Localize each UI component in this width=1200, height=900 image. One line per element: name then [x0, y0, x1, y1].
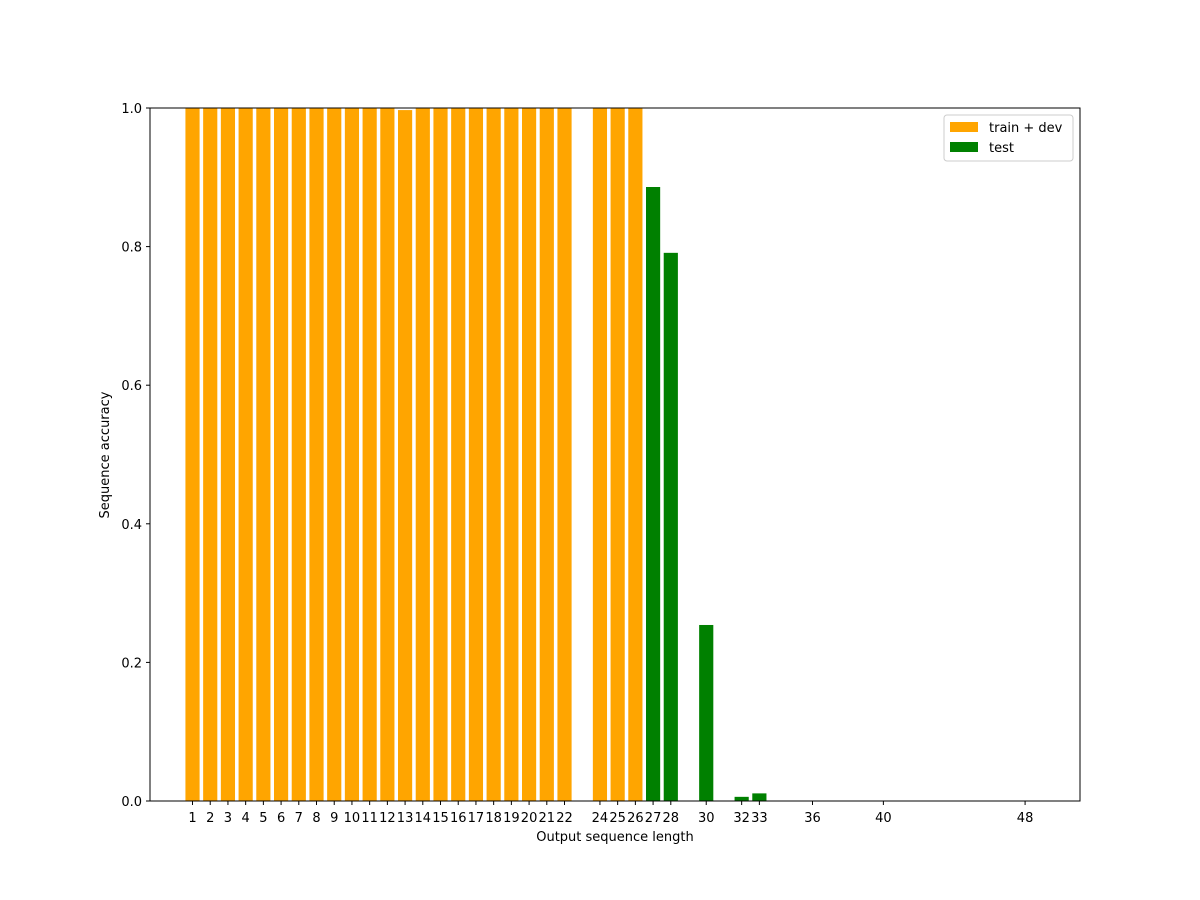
bar-test-27: [646, 187, 661, 801]
y-tick-label-0.2: 0.2: [121, 656, 142, 671]
x-tick-label-12: 12: [379, 811, 396, 826]
bar-train-dev-2: [203, 108, 218, 801]
x-tick-label-15: 15: [432, 811, 449, 826]
x-tick-label-17: 17: [468, 811, 485, 826]
y-tick-label-0.0: 0.0: [121, 795, 142, 810]
x-tick-label-26: 26: [627, 811, 644, 826]
x-tick-label-6: 6: [277, 811, 285, 826]
y-axis-label: Sequence accuracy: [98, 391, 113, 518]
legend-swatch-train-dev: [950, 122, 978, 132]
y-tick-label-0.6: 0.6: [121, 379, 142, 394]
x-tick-label-2: 2: [206, 811, 214, 826]
x-tick-label-36: 36: [804, 811, 821, 826]
bar-train-dev-24: [592, 108, 608, 801]
x-axis-label: Output sequence length: [536, 830, 694, 845]
x-tick-label-11: 11: [361, 811, 378, 826]
x-tick-label-8: 8: [312, 811, 320, 826]
legend-swatch-test: [950, 142, 978, 152]
x-axis-ticks: 1 2 3 4 5 6 7 8 9 10 11 12 13 14 15 16 17 18 19 20 21 22 24 25 2…: [188, 801, 1033, 826]
x-tick-label-32: 32: [733, 811, 750, 826]
x-tick-label-18: 18: [485, 811, 502, 826]
bar-train-dev-5: [256, 108, 271, 801]
bar-train-dev-18: [486, 108, 501, 801]
bar-train-dev-10: [344, 108, 360, 801]
bar-test-30: [699, 624, 714, 801]
bar-train-dev-4: [238, 108, 253, 801]
x-tick-label-25: 25: [609, 811, 626, 826]
bar-train-dev-19: [504, 108, 519, 801]
x-tick-label-7: 7: [295, 811, 303, 826]
legend-label-test: test: [989, 141, 1014, 156]
bar-test-32: [734, 796, 749, 801]
plot-area-frame: [149, 107, 1081, 802]
bar-train-dev-8: [309, 108, 324, 801]
x-tick-label-4: 4: [242, 811, 250, 826]
bar-test-28: [663, 252, 678, 801]
x-tick-label-30: 30: [698, 811, 715, 826]
legend: train + dev test: [943, 114, 1074, 162]
bar-test-33: [752, 793, 767, 801]
bars-layer: [185, 108, 767, 802]
x-tick-label-19: 19: [503, 811, 520, 826]
x-tick-label-21: 21: [539, 811, 556, 826]
x-tick-label-16: 16: [450, 811, 467, 826]
bar-train-dev-11: [362, 108, 377, 801]
y-axis-ticks: 0.0 0.2 0.4 0.6 0.8 1.0: [121, 102, 150, 810]
bar-train-dev-12: [380, 108, 395, 801]
bar-train-dev-25: [610, 108, 625, 801]
x-tick-label-33: 33: [751, 811, 768, 826]
x-tick-label-22: 22: [556, 811, 573, 826]
x-tick-label-5: 5: [259, 811, 267, 826]
bar-train-dev-6: [274, 108, 289, 801]
x-tick-label-24: 24: [592, 811, 609, 826]
bar-train-dev-26: [628, 108, 643, 801]
bar-train-dev-14: [415, 108, 430, 801]
legend-label-train-dev: train + dev: [989, 121, 1063, 136]
x-tick-label-28: 28: [663, 811, 680, 826]
bar-train-dev-21: [539, 108, 554, 801]
x-tick-label-1: 1: [188, 811, 196, 826]
y-tick-label-0.4: 0.4: [121, 518, 142, 533]
x-tick-label-3: 3: [224, 811, 232, 826]
x-tick-label-40: 40: [875, 811, 892, 826]
y-tick-label-0.8: 0.8: [121, 241, 142, 256]
bar-train-dev-15: [433, 108, 448, 801]
x-tick-label-27: 27: [645, 811, 662, 826]
bar-train-dev-13: [398, 110, 413, 802]
bar-train-dev-7: [291, 108, 306, 801]
bar-train-dev-17: [468, 108, 484, 801]
x-tick-label-10: 10: [344, 811, 361, 826]
x-tick-label-14: 14: [415, 811, 432, 826]
y-tick-label-1.0: 1.0: [121, 102, 142, 117]
bar-train-dev-16: [451, 108, 466, 801]
x-tick-label-20: 20: [521, 811, 538, 826]
bar-train-dev-22: [557, 108, 572, 801]
x-tick-label-13: 13: [397, 811, 414, 826]
bar-train-dev-9: [327, 108, 342, 801]
x-tick-label-48: 48: [1017, 811, 1034, 826]
x-tick-label-9: 9: [330, 811, 338, 826]
bar-train-dev-1: [185, 108, 200, 801]
bar-train-dev-3: [220, 108, 236, 801]
bar-train-dev-20: [522, 108, 537, 801]
